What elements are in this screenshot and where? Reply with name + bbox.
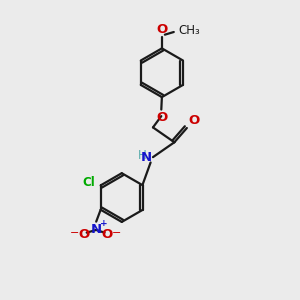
Text: +: + <box>100 219 108 228</box>
Text: O: O <box>102 228 113 241</box>
Text: Cl: Cl <box>82 176 95 189</box>
Text: H: H <box>138 149 146 162</box>
Text: −: − <box>70 228 79 238</box>
Text: O: O <box>188 114 199 127</box>
Text: N: N <box>91 223 102 236</box>
Text: N: N <box>140 151 152 164</box>
Text: −: − <box>112 228 122 238</box>
Text: O: O <box>156 111 167 124</box>
Text: CH₃: CH₃ <box>178 24 200 37</box>
Text: O: O <box>78 228 89 241</box>
Text: O: O <box>156 23 167 36</box>
